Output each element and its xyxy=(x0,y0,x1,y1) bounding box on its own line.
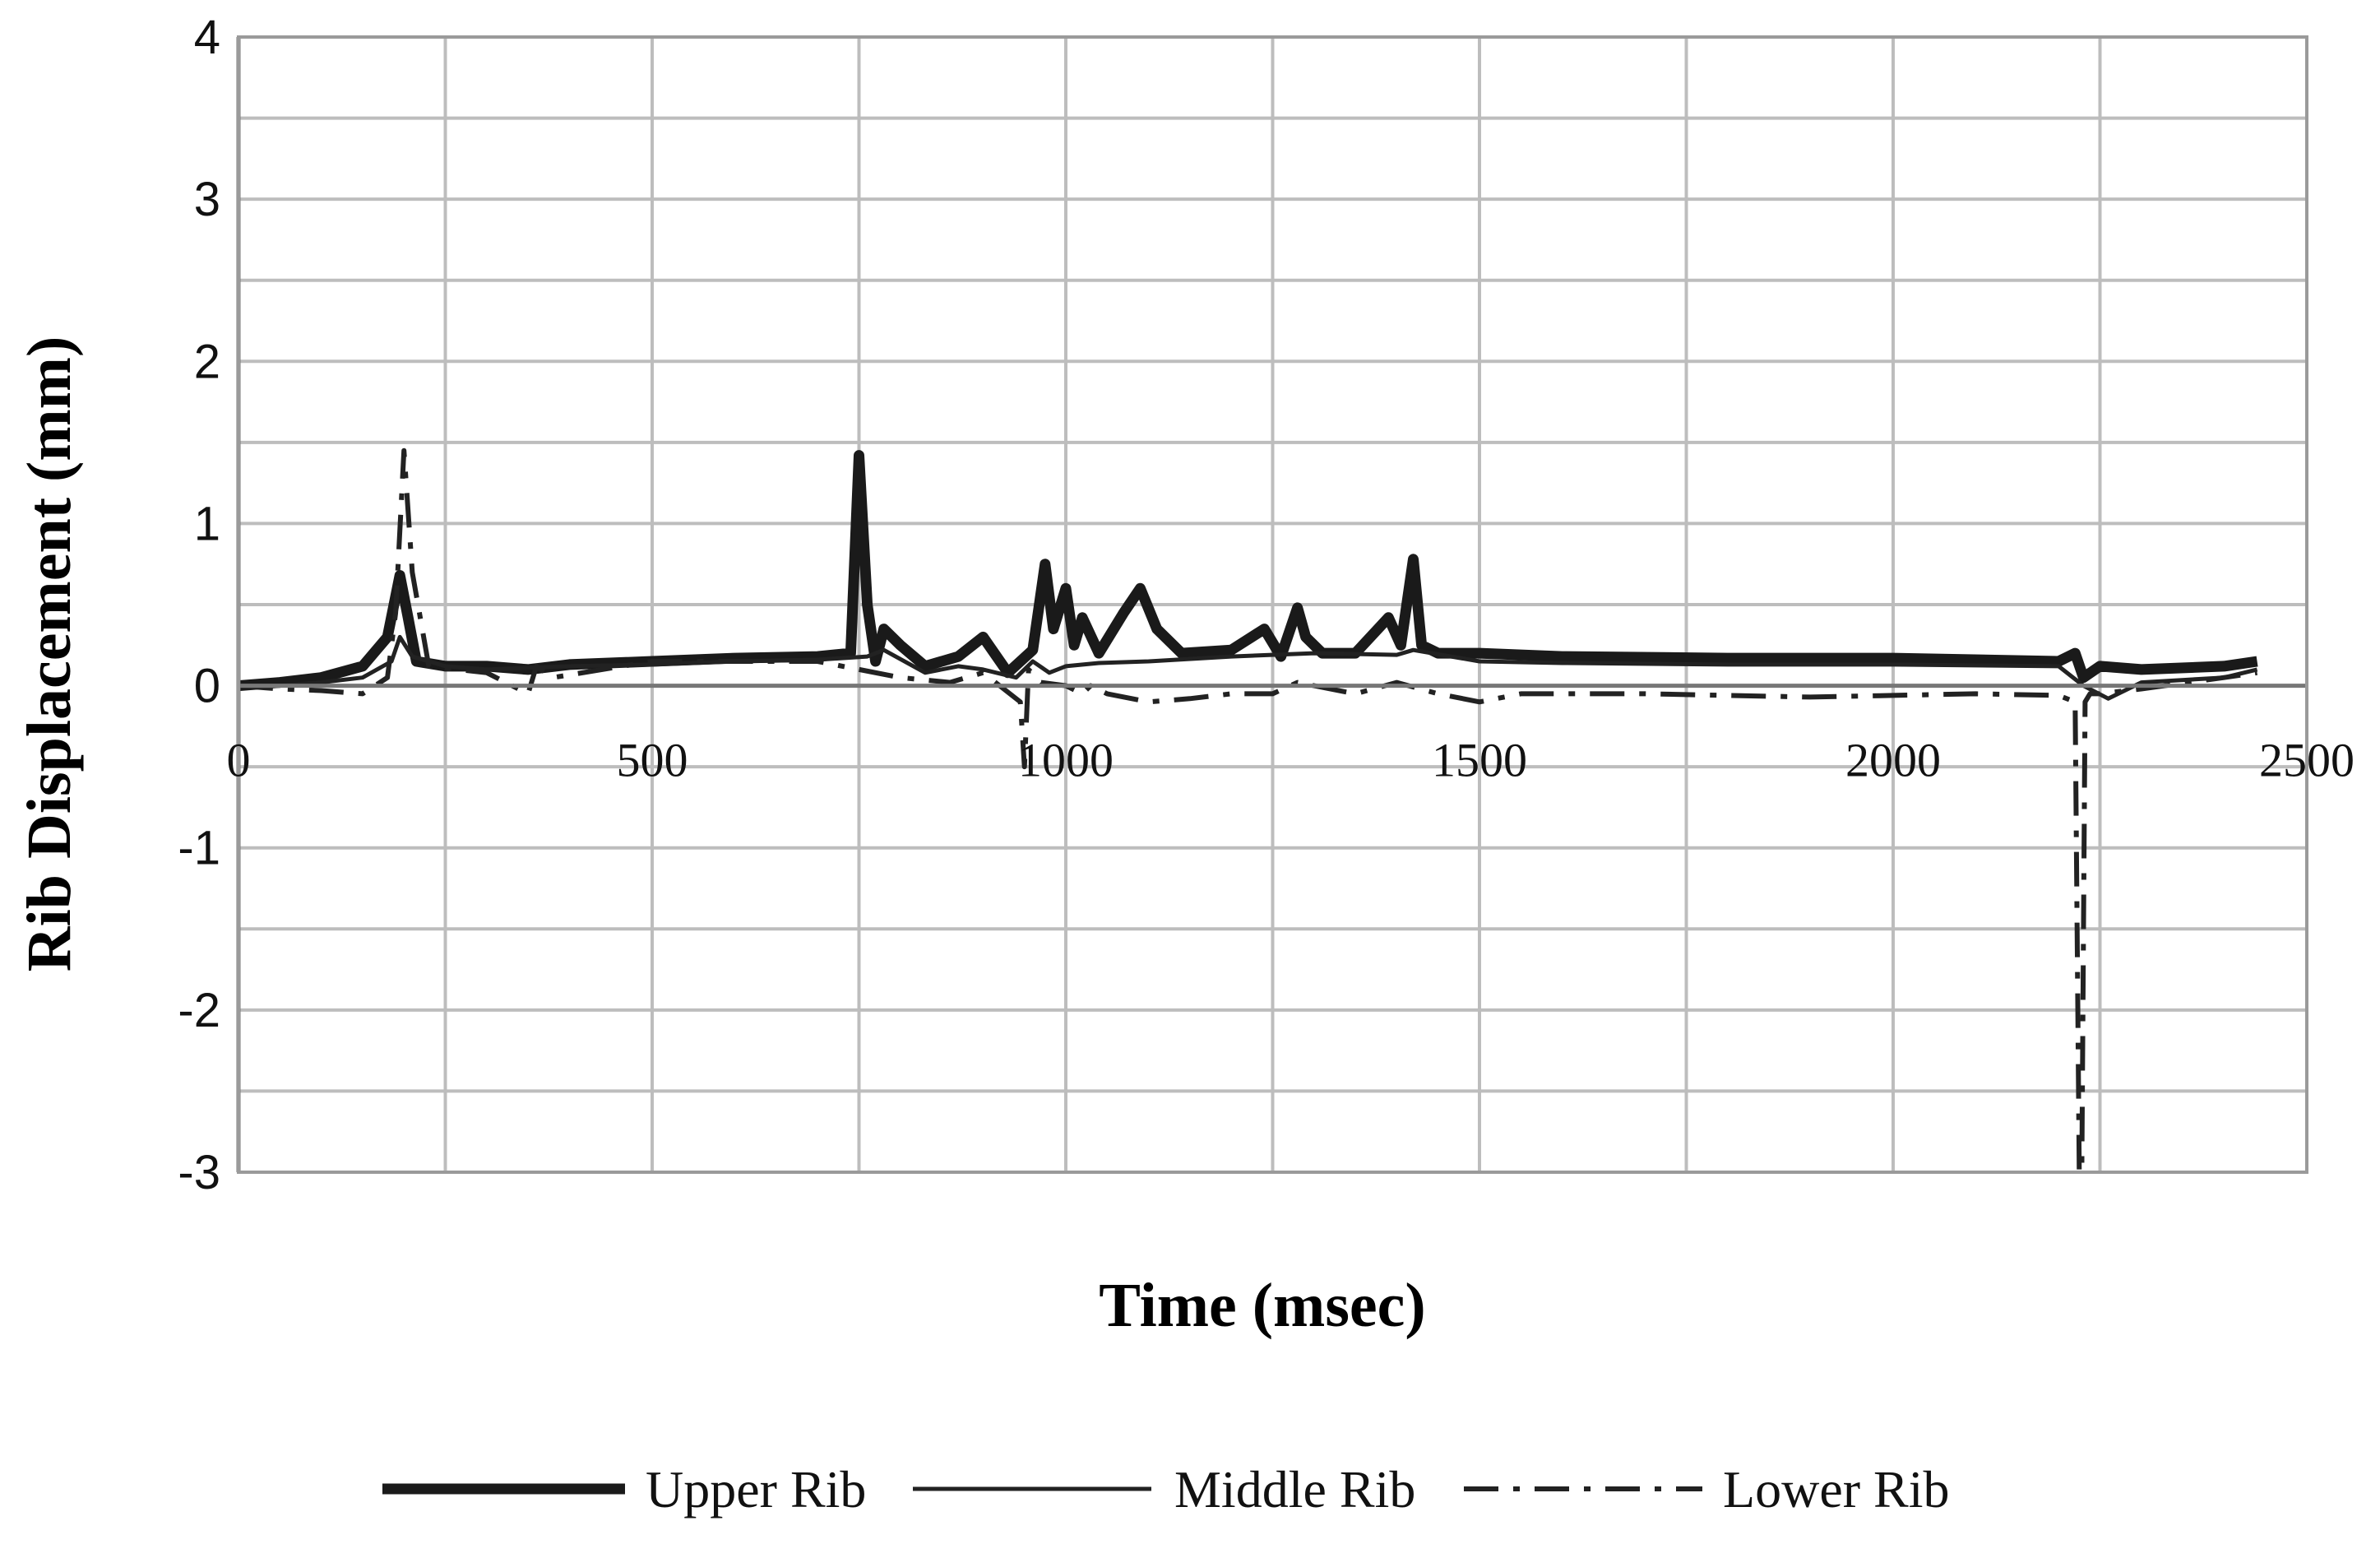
x-tick-label: 1000 xyxy=(1018,734,1114,787)
y-tick-label: -3 xyxy=(178,1146,220,1199)
x-tick-label: 0 xyxy=(227,734,251,787)
x-tick-label: 1500 xyxy=(1432,734,1527,787)
series-line-upper-rib xyxy=(238,450,2258,692)
series-line-middle-rib xyxy=(238,634,2258,701)
y-tick-label: -2 xyxy=(178,984,220,1037)
x-tick-label: 500 xyxy=(617,734,688,787)
y-tick-label: 3 xyxy=(194,173,220,226)
y-tick-label: 2 xyxy=(194,335,220,388)
plot-frame xyxy=(237,35,2308,1174)
y-axis-title: Rib Displacement (mm) xyxy=(15,336,84,972)
y-tick-label: 4 xyxy=(194,11,220,64)
legend-label: Upper Rib xyxy=(646,1460,866,1518)
axes xyxy=(236,35,2308,1174)
gridlines xyxy=(237,35,2308,1174)
series-line-lower-rib xyxy=(238,447,2258,1175)
x-tick-label: 2000 xyxy=(1845,734,1941,787)
y-tick-label: 1 xyxy=(194,497,220,550)
x-axis-title: Time (msec) xyxy=(1099,1271,1425,1340)
y-tick-label: -1 xyxy=(178,822,220,875)
legend-label: Middle Rib xyxy=(1174,1460,1415,1518)
y-tick-label: 0 xyxy=(194,660,220,713)
x-tick-label: 2500 xyxy=(2259,734,2355,787)
legend: Upper Rib Middle Rib Lower Rib xyxy=(382,1460,1950,1518)
series-lines xyxy=(238,447,2258,1175)
legend-label: Lower Rib xyxy=(1723,1460,1950,1518)
